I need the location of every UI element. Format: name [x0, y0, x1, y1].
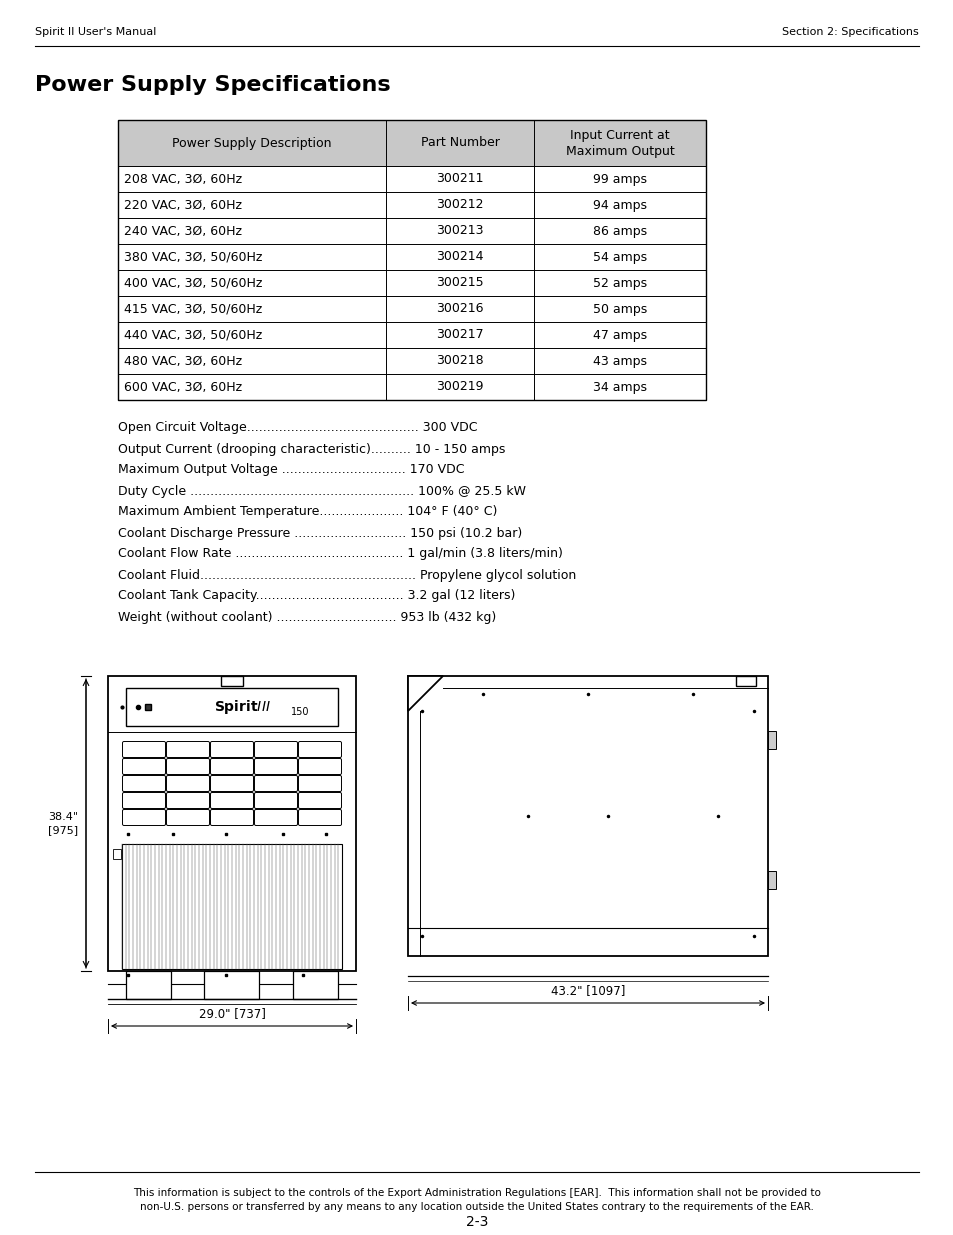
FancyBboxPatch shape	[122, 776, 165, 792]
Polygon shape	[408, 676, 442, 711]
FancyBboxPatch shape	[254, 776, 297, 792]
Text: Part Number: Part Number	[420, 137, 499, 149]
Text: 54 amps: 54 amps	[593, 251, 646, 263]
Text: Weight (without coolant) .............................. 953 lb (432 kg): Weight (without coolant) ...............…	[118, 610, 496, 624]
Text: Maximum Ambient Temperature..................... 104° F (40° C): Maximum Ambient Temperature.............…	[118, 505, 497, 519]
Text: 99 amps: 99 amps	[593, 173, 646, 185]
Bar	[767, 871, 775, 889]
Text: 300219: 300219	[436, 380, 483, 394]
Text: 480 VAC, 3Ø, 60Hz: 480 VAC, 3Ø, 60Hz	[124, 354, 242, 368]
FancyBboxPatch shape	[211, 809, 253, 825]
Text: 300214: 300214	[436, 251, 483, 263]
Text: 300212: 300212	[436, 199, 483, 211]
Text: 300216: 300216	[436, 303, 483, 315]
Text: This information is subject to the controls of the Export Administration Regulat: This information is subject to the contr…	[132, 1188, 821, 1212]
Bar	[118, 120, 705, 165]
FancyBboxPatch shape	[167, 741, 210, 757]
FancyBboxPatch shape	[254, 758, 297, 774]
FancyBboxPatch shape	[167, 776, 210, 792]
FancyBboxPatch shape	[167, 809, 210, 825]
Text: 400 VAC, 3Ø, 50/60Hz: 400 VAC, 3Ø, 50/60Hz	[124, 277, 262, 289]
FancyBboxPatch shape	[211, 741, 253, 757]
Bar	[221, 676, 243, 685]
Bar	[108, 676, 355, 971]
FancyBboxPatch shape	[122, 793, 165, 809]
Bar	[735, 676, 755, 685]
FancyBboxPatch shape	[211, 793, 253, 809]
FancyBboxPatch shape	[254, 809, 297, 825]
Text: 43.2" [1097]: 43.2" [1097]	[550, 984, 624, 998]
Text: 34 amps: 34 amps	[593, 380, 646, 394]
Text: 50 amps: 50 amps	[592, 303, 646, 315]
Text: Coolant Discharge Pressure ............................ 150 psi (10.2 bar): Coolant Discharge Pressure .............…	[118, 526, 521, 540]
Text: Input Current at
Maximum Output: Input Current at Maximum Output	[565, 128, 674, 158]
Bar	[118, 120, 705, 400]
Text: 47 amps: 47 amps	[593, 329, 646, 342]
Text: $\mathbf{Spirit}$III: $\mathbf{Spirit}$III	[214, 698, 271, 716]
FancyBboxPatch shape	[298, 809, 341, 825]
FancyBboxPatch shape	[167, 793, 210, 809]
Text: Duty Cycle ........................................................ 100% @ 25.5 : Duty Cycle .............................…	[118, 484, 525, 498]
Text: 300211: 300211	[436, 173, 483, 185]
FancyBboxPatch shape	[298, 776, 341, 792]
Text: Coolant Tank Capacity..................................... 3.2 gal (12 liters): Coolant Tank Capacity...................…	[118, 589, 515, 603]
Text: Open Circuit Voltage........................................... 300 VDC: Open Circuit Voltage....................…	[118, 421, 477, 435]
FancyBboxPatch shape	[254, 741, 297, 757]
Text: Section 2: Specifications: Section 2: Specifications	[781, 27, 918, 37]
Text: Power Supply Description: Power Supply Description	[172, 137, 332, 149]
Text: 440 VAC, 3Ø, 50/60Hz: 440 VAC, 3Ø, 50/60Hz	[124, 329, 262, 342]
Text: Power Supply Specifications: Power Supply Specifications	[35, 75, 390, 95]
Text: 300218: 300218	[436, 354, 483, 368]
Text: Maximum Output Voltage ............................... 170 VDC: Maximum Output Voltage .................…	[118, 463, 464, 477]
FancyBboxPatch shape	[298, 758, 341, 774]
FancyBboxPatch shape	[211, 776, 253, 792]
Text: Coolant Fluid...................................................... Propylene gl: Coolant Fluid...........................…	[118, 568, 576, 582]
FancyBboxPatch shape	[122, 758, 165, 774]
Text: Coolant Flow Rate .......................................... 1 gal/min (3.8 lite: Coolant Flow Rate ......................…	[118, 547, 562, 561]
Text: 86 amps: 86 amps	[593, 225, 646, 237]
Text: 29.0" [737]: 29.0" [737]	[198, 1008, 265, 1020]
Text: 150: 150	[291, 706, 309, 718]
Bar	[293, 971, 337, 999]
Bar	[126, 971, 171, 999]
FancyBboxPatch shape	[298, 793, 341, 809]
Text: 52 amps: 52 amps	[593, 277, 646, 289]
Text: 415 VAC, 3Ø, 50/60Hz: 415 VAC, 3Ø, 50/60Hz	[124, 303, 262, 315]
Text: 2-3: 2-3	[465, 1215, 488, 1229]
Text: 600 VAC, 3Ø, 60Hz: 600 VAC, 3Ø, 60Hz	[124, 380, 242, 394]
Text: Spirit II User's Manual: Spirit II User's Manual	[35, 27, 156, 37]
FancyBboxPatch shape	[254, 793, 297, 809]
Text: 38.4"
[975]: 38.4" [975]	[48, 813, 78, 835]
FancyBboxPatch shape	[298, 741, 341, 757]
FancyBboxPatch shape	[122, 741, 165, 757]
Bar	[767, 731, 775, 748]
Bar	[112, 848, 121, 860]
Bar	[145, 704, 151, 710]
Bar	[204, 971, 259, 999]
Text: 300217: 300217	[436, 329, 483, 342]
FancyBboxPatch shape	[167, 758, 210, 774]
Text: 208 VAC, 3Ø, 60Hz: 208 VAC, 3Ø, 60Hz	[124, 173, 242, 185]
Bar	[122, 844, 341, 969]
Text: 94 amps: 94 amps	[593, 199, 646, 211]
Text: 240 VAC, 3Ø, 60Hz: 240 VAC, 3Ø, 60Hz	[124, 225, 242, 237]
Text: 220 VAC, 3Ø, 60Hz: 220 VAC, 3Ø, 60Hz	[124, 199, 242, 211]
Text: 300215: 300215	[436, 277, 483, 289]
Text: 380 VAC, 3Ø, 50/60Hz: 380 VAC, 3Ø, 50/60Hz	[124, 251, 262, 263]
Text: 43 amps: 43 amps	[593, 354, 646, 368]
FancyBboxPatch shape	[122, 809, 165, 825]
Bar	[408, 676, 767, 956]
Bar	[126, 688, 337, 726]
FancyBboxPatch shape	[211, 758, 253, 774]
Text: Output Current (drooping characteristic).......... 10 - 150 amps: Output Current (drooping characteristic)…	[118, 442, 505, 456]
Text: 300213: 300213	[436, 225, 483, 237]
